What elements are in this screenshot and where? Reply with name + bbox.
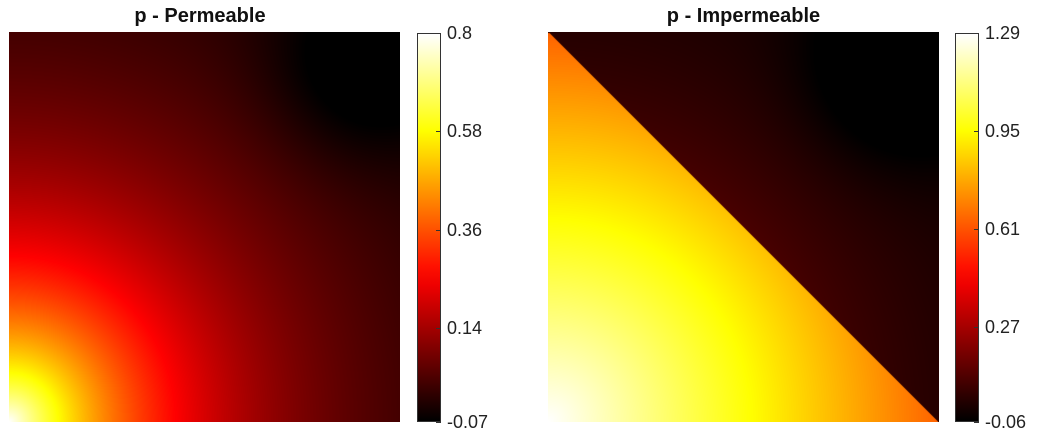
colorbar-tick-label: 1.29 <box>985 23 1021 43</box>
colorbar-tick-label: -0.06 <box>985 412 1027 432</box>
colorbar-tick-label: 0.61 <box>985 219 1021 239</box>
impermeable-colorbar <box>955 33 979 422</box>
colorbar-tick-mark <box>436 33 441 34</box>
colorbar-tick-mark <box>974 327 979 328</box>
colorbar-tick-label: 0.27 <box>985 317 1021 337</box>
colorbar-tick-mark <box>436 328 441 329</box>
colorbar-tick-label: 0.36 <box>447 220 483 240</box>
impermeable-chart-panel: p - Impermeable 1.29 0.95 0.61 0.27 -0.06 <box>520 0 1038 437</box>
colorbar-tick-label: 0.14 <box>447 318 483 338</box>
colorbar-tick-label: 0.95 <box>985 121 1021 141</box>
permeable-chart-title: p - Permeable <box>134 5 266 27</box>
colorbar-tick-mark <box>436 230 441 231</box>
colorbar-tick-label: -0.07 <box>447 412 489 432</box>
colorbar-tick-label: 0.58 <box>447 121 483 141</box>
permeable-heatmap <box>9 32 400 422</box>
colorbar-tick-mark <box>436 422 441 423</box>
colorbar-tick-mark <box>974 33 979 34</box>
colorbar-tick-mark <box>974 229 979 230</box>
colorbar-tick-mark <box>974 422 979 423</box>
permeable-chart-panel: p - Permeable 0.8 0.58 0.36 0.14 -0.07 <box>0 0 488 437</box>
colorbar-tick-mark <box>974 131 979 132</box>
impermeable-chart-title: p - Impermeable <box>666 5 821 27</box>
colorbar-tick-label: 0.8 <box>447 23 473 43</box>
colorbar-tick-mark <box>436 131 441 132</box>
impermeable-heatmap <box>548 32 939 422</box>
permeable-colorbar <box>417 33 441 422</box>
